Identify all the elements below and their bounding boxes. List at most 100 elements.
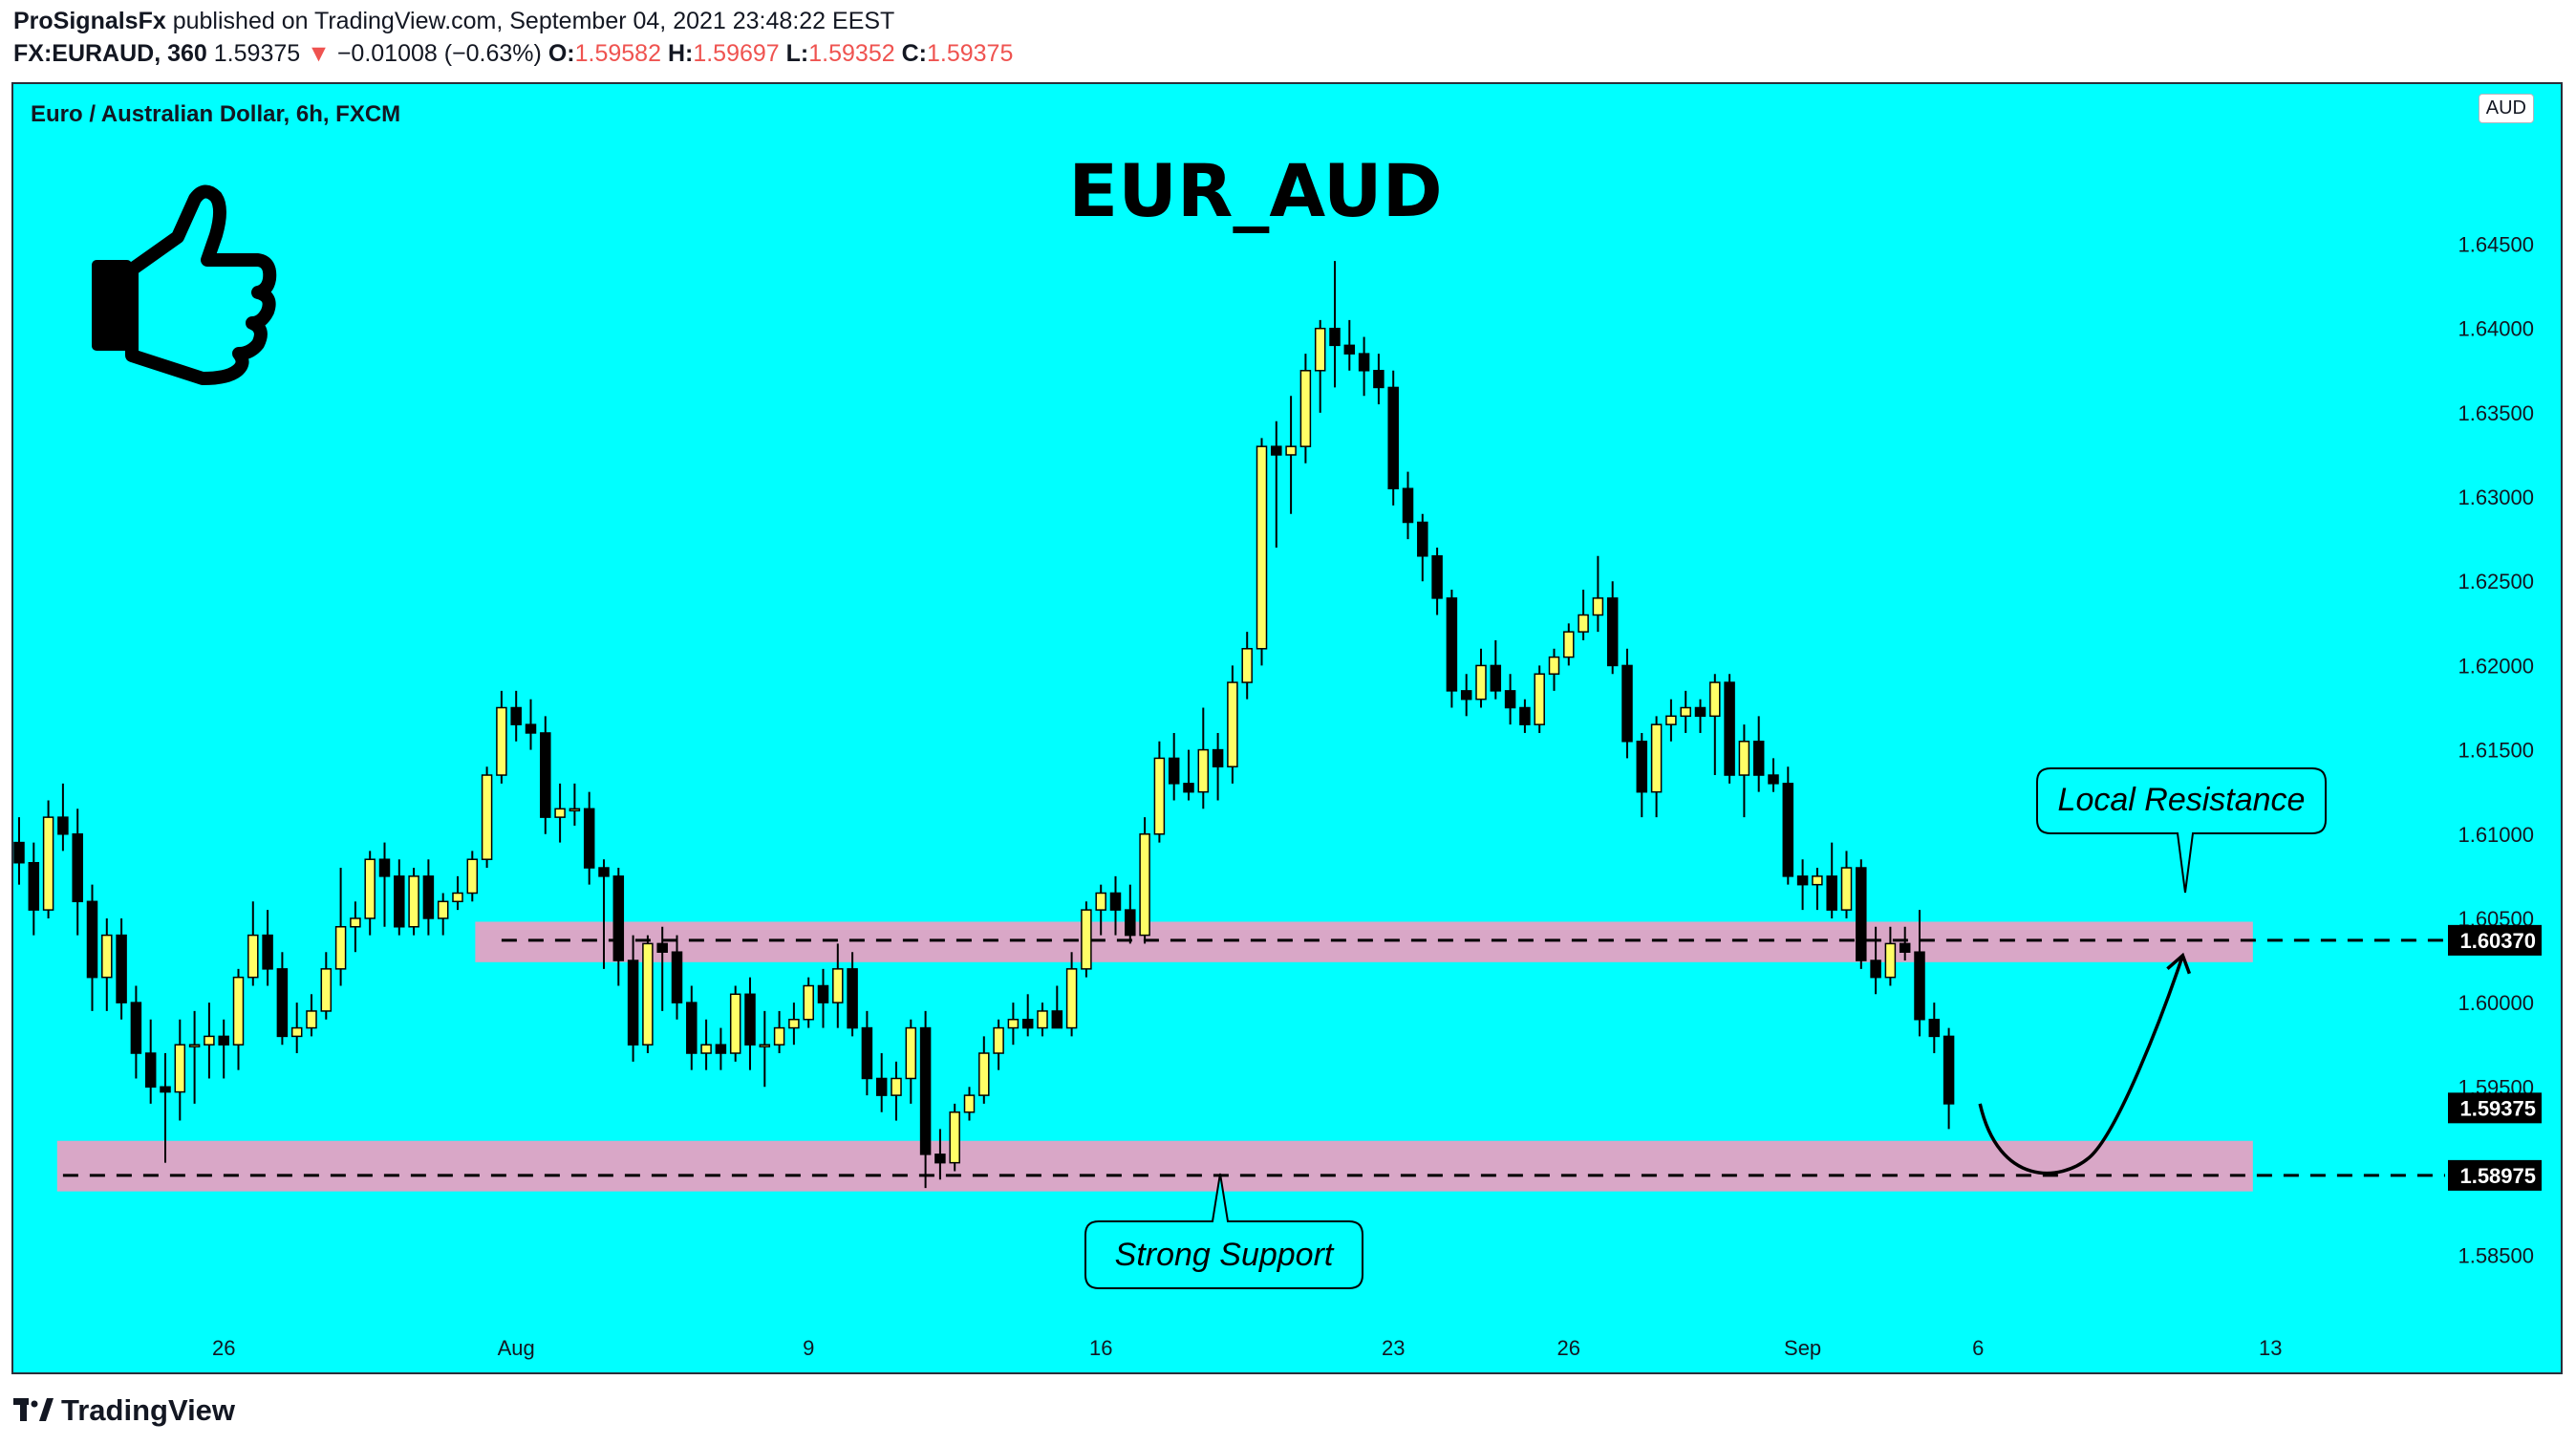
candle-body[interactable] [540, 732, 551, 818]
candle-body[interactable] [1724, 681, 1735, 776]
candle-body[interactable] [817, 984, 829, 1003]
candle-body[interactable] [1870, 960, 1881, 979]
candle-body[interactable] [642, 942, 654, 1046]
candle-body[interactable] [700, 1044, 712, 1054]
candle-body[interactable] [949, 1111, 960, 1164]
candle-body[interactable] [1183, 783, 1194, 793]
projection-curve[interactable] [1978, 955, 2185, 1175]
candle-body[interactable] [1768, 774, 1779, 785]
candle-body[interactable] [334, 926, 347, 970]
candle-body[interactable] [1271, 445, 1282, 456]
candle-body[interactable] [496, 706, 507, 776]
candle-body[interactable] [1621, 664, 1633, 743]
local-resistance-callout[interactable] [2036, 767, 2327, 894]
candle-body[interactable] [1606, 597, 1619, 667]
candle-body[interactable] [1650, 723, 1663, 793]
candle-body[interactable] [525, 723, 537, 734]
candle-body[interactable] [1548, 656, 1560, 675]
candle-body[interactable] [1636, 741, 1648, 793]
candle-body[interactable] [1065, 968, 1078, 1029]
candle-body[interactable] [1504, 690, 1516, 709]
candle-body[interactable] [1431, 555, 1443, 599]
candle-body[interactable] [686, 1002, 698, 1054]
candle-body[interactable] [1534, 673, 1545, 725]
candle-body[interactable] [905, 1026, 917, 1080]
candle-body[interactable] [232, 976, 245, 1046]
candle-body[interactable] [218, 1035, 229, 1046]
candle-body[interactable] [1899, 942, 1911, 953]
candle-body[interactable] [42, 816, 54, 911]
candle-body[interactable] [788, 1019, 800, 1029]
candle-body[interactable] [773, 1026, 785, 1046]
candle-body[interactable] [437, 900, 449, 919]
candle-body[interactable] [1884, 942, 1897, 979]
candle-body[interactable] [1021, 1019, 1034, 1029]
candle-body[interactable] [919, 1026, 932, 1155]
candle-body[interactable] [729, 993, 741, 1054]
candle-body[interactable] [57, 816, 69, 835]
candle-body[interactable] [1402, 487, 1414, 524]
candle-body[interactable] [247, 934, 259, 979]
candle-body[interactable] [715, 1044, 727, 1054]
candle-body[interactable] [1256, 445, 1268, 650]
strong-support-callout[interactable] [1084, 1173, 1363, 1289]
candle-body[interactable] [759, 1044, 771, 1047]
candle-body[interactable] [1665, 715, 1677, 725]
candle-body[interactable] [1329, 327, 1341, 347]
candle-body[interactable] [627, 960, 639, 1046]
candle-body[interactable] [408, 875, 419, 928]
candle-body[interactable] [861, 1026, 873, 1080]
candle-body[interactable] [1197, 748, 1210, 793]
candle-body[interactable] [160, 1086, 171, 1093]
candle-body[interactable] [1928, 1019, 1941, 1038]
candle-body[interactable] [1299, 370, 1312, 447]
candle-body[interactable] [1840, 867, 1853, 911]
candle-body[interactable] [554, 808, 566, 818]
candle-body[interactable] [656, 942, 668, 953]
candle-body[interactable] [1373, 370, 1385, 389]
candle-body[interactable] [598, 867, 610, 877]
currency-badge[interactable]: AUD [2478, 94, 2534, 123]
candle-body[interactable] [1007, 1019, 1020, 1029]
candle-body[interactable] [1475, 664, 1487, 701]
candle-body[interactable] [1343, 344, 1356, 355]
candle-body[interactable] [1826, 875, 1837, 911]
candle-body[interactable] [978, 1052, 990, 1096]
support-zone[interactable] [56, 1140, 2253, 1192]
candle-body[interactable] [1285, 445, 1297, 456]
candle-body[interactable] [583, 808, 595, 869]
candle-body[interactable] [262, 934, 273, 970]
candle-body[interactable] [1139, 833, 1150, 937]
candle-body[interactable] [290, 1026, 303, 1038]
candle-body[interactable] [130, 1002, 142, 1054]
candle-body[interactable] [891, 1077, 902, 1096]
candle-body[interactable] [612, 875, 625, 961]
candle-body[interactable] [1460, 690, 1472, 701]
candle-body[interactable] [204, 1035, 215, 1046]
candle-body[interactable] [1387, 386, 1399, 489]
candle-body[interactable] [1490, 664, 1502, 692]
candle-body[interactable] [1943, 1035, 1955, 1105]
candle-body[interactable] [116, 934, 127, 1003]
candle-body[interactable] [72, 833, 83, 903]
candle-body[interactable] [1578, 614, 1589, 633]
tradingview-logo[interactable]: TradingView [13, 1393, 235, 1428]
author-name[interactable]: ProSignalsFx [13, 8, 166, 34]
candle-body[interactable] [144, 1052, 157, 1089]
candle-body[interactable] [1153, 757, 1166, 835]
candle-body[interactable] [1227, 681, 1238, 767]
candle-body[interactable] [1212, 748, 1224, 767]
candle-body[interactable] [934, 1154, 946, 1164]
candle-body[interactable] [993, 1026, 1004, 1054]
candle-body[interactable] [1796, 875, 1809, 886]
chart-canvas[interactable]: EUR_AUD Local Resistance Strong Support 1.… [13, 84, 2561, 1372]
candle-body[interactable] [832, 968, 844, 1003]
candle-body[interactable] [188, 1044, 201, 1047]
candle-body[interactable] [1563, 631, 1575, 658]
candle-body[interactable] [963, 1094, 976, 1113]
candle-body[interactable] [1738, 741, 1750, 776]
candle-body[interactable] [671, 951, 683, 1003]
candle-body[interactable] [1752, 741, 1765, 776]
candle-body[interactable] [174, 1044, 186, 1093]
candle-body[interactable] [875, 1077, 888, 1096]
